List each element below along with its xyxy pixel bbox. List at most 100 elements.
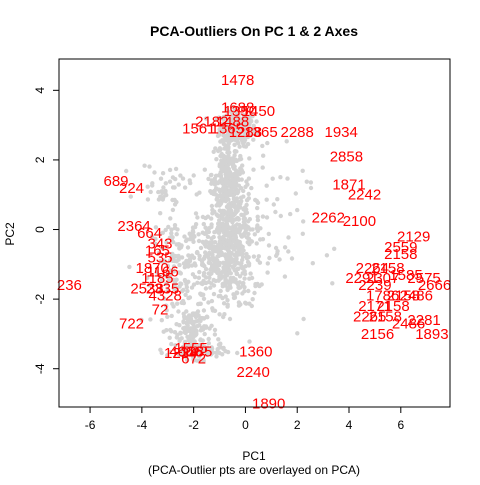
data-point — [209, 271, 214, 276]
data-point — [158, 285, 164, 290]
data-point — [206, 176, 211, 182]
data-point — [197, 318, 202, 323]
data-point — [233, 223, 238, 229]
data-point — [210, 306, 215, 311]
data-point — [161, 329, 166, 334]
data-point — [145, 197, 151, 202]
data-point — [173, 176, 178, 182]
data-point — [250, 297, 255, 302]
data-point — [158, 211, 163, 216]
data-point — [246, 263, 252, 268]
data-point — [245, 219, 251, 224]
data-point — [236, 128, 241, 133]
data-point — [231, 246, 236, 251]
data-point — [301, 316, 306, 322]
data-point — [212, 209, 217, 214]
data-point — [174, 232, 179, 237]
data-point — [206, 336, 211, 342]
data-point — [236, 285, 241, 290]
data-point — [220, 284, 225, 289]
data-point — [242, 285, 247, 290]
data-point — [161, 185, 166, 190]
data-point — [220, 295, 225, 301]
data-point — [285, 176, 290, 181]
data-point — [224, 215, 230, 220]
data-point — [176, 182, 181, 187]
data-point — [175, 301, 180, 306]
data-point — [239, 125, 244, 130]
data-point — [258, 237, 263, 242]
data-point — [145, 275, 150, 281]
data-point — [198, 301, 203, 306]
outlier-label: 2158 — [371, 260, 404, 277]
data-point — [216, 294, 221, 299]
data-point — [242, 276, 247, 281]
data-point — [232, 153, 237, 158]
data-point — [271, 202, 276, 207]
data-point — [178, 173, 183, 178]
data-point — [221, 138, 226, 144]
data-point — [219, 213, 225, 218]
outlier-label: 72 — [152, 302, 169, 319]
outlier-label: 2240 — [237, 364, 270, 381]
data-point — [245, 259, 251, 265]
data-point — [243, 184, 248, 190]
data-point — [235, 227, 240, 232]
data-point — [172, 185, 177, 190]
data-point — [178, 245, 184, 250]
data-point — [256, 254, 261, 259]
data-point — [203, 116, 209, 121]
data-point — [226, 251, 232, 256]
data-point — [179, 255, 185, 260]
data-point — [195, 250, 200, 256]
data-point — [236, 183, 242, 188]
data-point — [195, 215, 200, 220]
data-point — [242, 224, 247, 230]
data-point — [239, 233, 244, 238]
outlier-label: 2171 — [358, 298, 391, 315]
data-point — [185, 245, 191, 250]
data-point — [163, 227, 168, 233]
data-point — [253, 283, 258, 289]
data-point — [245, 129, 250, 134]
data-point — [208, 260, 213, 266]
data-point — [241, 280, 246, 286]
data-point — [183, 292, 188, 297]
data-point — [238, 134, 243, 139]
data-points — [124, 104, 337, 364]
data-point — [171, 239, 176, 245]
data-point — [159, 318, 164, 323]
data-point — [191, 233, 196, 238]
data-point — [211, 277, 216, 283]
data-point — [230, 121, 235, 126]
data-point — [211, 268, 217, 273]
data-point — [289, 256, 295, 261]
data-point — [168, 216, 173, 221]
data-point — [193, 263, 198, 268]
data-point — [205, 234, 211, 239]
data-point — [205, 345, 210, 350]
data-point — [260, 214, 266, 219]
data-point — [198, 245, 204, 251]
data-point — [186, 253, 191, 258]
data-point — [274, 253, 279, 258]
outlier-label: 2291 — [345, 270, 378, 287]
data-point — [243, 144, 249, 149]
data-point — [238, 244, 243, 249]
data-point — [154, 270, 159, 275]
data-point — [221, 217, 226, 222]
data-point — [206, 300, 211, 305]
data-point — [229, 104, 235, 110]
outlier-label: 535 — [147, 249, 172, 266]
data-point — [282, 245, 288, 250]
data-point — [229, 177, 235, 182]
data-point — [212, 230, 217, 235]
data-point — [244, 301, 249, 306]
data-point — [187, 258, 193, 263]
data-point — [236, 141, 241, 146]
data-point — [232, 179, 237, 185]
outlier-label: 2242 — [348, 187, 381, 204]
data-point — [182, 185, 188, 190]
data-point — [193, 211, 199, 216]
